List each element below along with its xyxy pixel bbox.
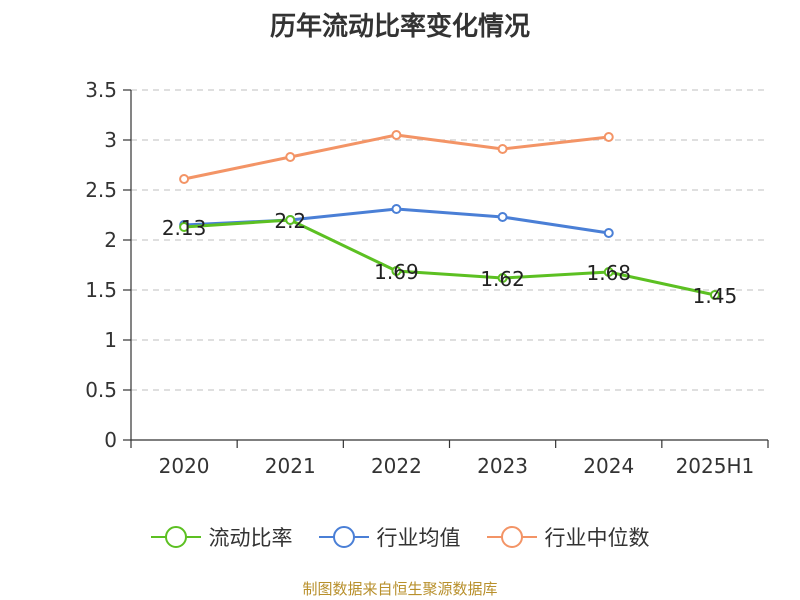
data-point bbox=[497, 273, 508, 283]
data-label: 1.69 bbox=[374, 260, 419, 284]
series-line bbox=[183, 218, 716, 297]
data-label: 1.45 bbox=[693, 284, 738, 308]
data-label: 2.2 bbox=[274, 209, 306, 233]
series-lines bbox=[179, 130, 720, 300]
data-point bbox=[285, 215, 296, 225]
data-point bbox=[391, 266, 402, 276]
data-point bbox=[285, 152, 296, 162]
data-point bbox=[391, 130, 402, 140]
legend-item-1[interactable]: 流动比率 bbox=[150, 522, 293, 552]
series-line bbox=[183, 133, 609, 181]
x-tick-label: 2021 bbox=[265, 454, 316, 478]
data-point bbox=[179, 174, 190, 184]
chart-title: 历年流动比率变化情况 bbox=[269, 12, 530, 42]
legend-line-marker-icon bbox=[318, 525, 369, 549]
y-tick-label: 1 bbox=[104, 328, 117, 352]
legend-marker-dot bbox=[164, 526, 187, 548]
x-tick-label: 2025H1 bbox=[676, 454, 755, 478]
y-tick-label: 0.5 bbox=[85, 378, 117, 402]
x-tick-label: 2023 bbox=[477, 454, 528, 478]
x-tick-label: 2022 bbox=[371, 454, 422, 478]
data-label: 1.62 bbox=[480, 267, 525, 291]
legend-item-2[interactable]: 行业均值 bbox=[318, 522, 461, 552]
y-tick-label: 3.5 bbox=[85, 78, 117, 102]
data-label: 1.68 bbox=[586, 261, 631, 285]
y-tick-label: 1.5 bbox=[85, 278, 117, 302]
y-tick-label: 3 bbox=[104, 128, 117, 152]
data-point bbox=[179, 222, 190, 232]
data-label: 2.13 bbox=[162, 216, 207, 240]
data-point bbox=[603, 267, 614, 277]
data-point bbox=[391, 204, 402, 214]
legend-marker-dot bbox=[332, 526, 355, 548]
x-tick-label: 2024 bbox=[583, 454, 634, 478]
data-point bbox=[497, 212, 508, 222]
data-point bbox=[709, 290, 720, 300]
series-3 bbox=[179, 130, 614, 184]
grid-lines bbox=[131, 89, 768, 391]
legend-line-marker-icon bbox=[150, 525, 201, 549]
y-tick-label: 2.5 bbox=[85, 178, 117, 202]
y-tick-label: 0 bbox=[104, 428, 117, 452]
data-point bbox=[497, 144, 508, 154]
legend-item-3[interactable]: 行业中位数 bbox=[486, 522, 650, 552]
y-tick-label: 2 bbox=[104, 228, 117, 252]
legend-line-marker-icon bbox=[486, 525, 537, 549]
data-point bbox=[603, 228, 614, 238]
x-tick-label: 2020 bbox=[159, 454, 210, 478]
series-1 bbox=[179, 215, 720, 300]
legend-marker-dot bbox=[500, 526, 523, 548]
data-labels: 2.13 2.2 1.69 1.62 1.68 1.45 bbox=[162, 209, 737, 308]
series-2 bbox=[179, 204, 614, 238]
legend-label: 行业均值 bbox=[376, 526, 461, 550]
legend-label: 流动比率 bbox=[208, 526, 293, 550]
data-point bbox=[603, 132, 614, 142]
legend-label: 行业中位数 bbox=[544, 526, 650, 550]
legend: 流动比率 行业均值 行业中位数 bbox=[0, 520, 800, 554]
axes: 0 0.5 1 1.5 2 2.5 3 3.5 2020 2021 2022 2023 2024 2025… bbox=[85, 78, 769, 478]
source-note: 制图数据来自恒生聚源数据库 bbox=[302, 580, 498, 598]
